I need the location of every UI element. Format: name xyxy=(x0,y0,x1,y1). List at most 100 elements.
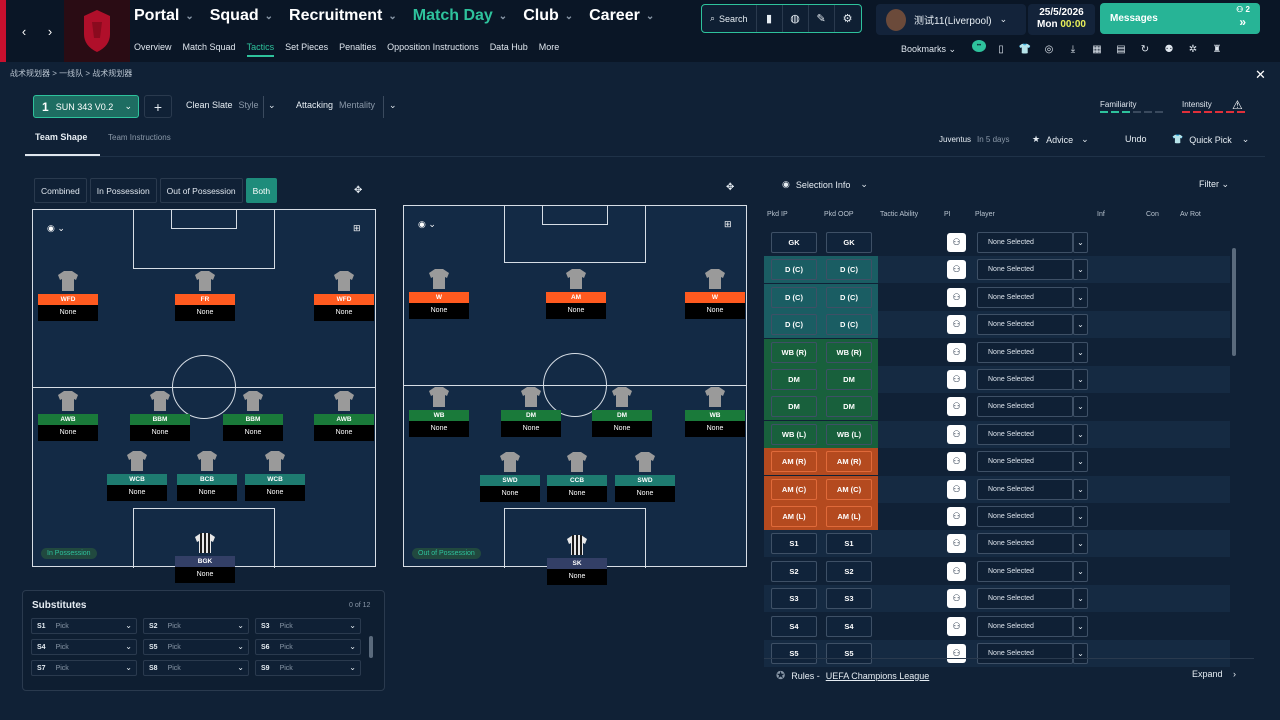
tab-team-instructions[interactable]: Team Instructions xyxy=(108,133,171,142)
player-select[interactable]: None Selected xyxy=(977,615,1073,637)
chevron-down-icon[interactable]: ⌄ xyxy=(1073,232,1088,253)
picked-ip-role[interactable]: GK xyxy=(771,232,817,253)
picked-ip-role[interactable]: WB (L) xyxy=(771,423,817,445)
shirt-icon[interactable]: 👕 xyxy=(1018,43,1032,55)
player-slot[interactable]: DM None xyxy=(501,386,561,444)
picked-oop-role[interactable]: DM xyxy=(826,396,872,418)
breadcrumb-item[interactable]: 战术规划器 xyxy=(10,69,50,78)
player-slot[interactable]: WCB None xyxy=(245,450,305,508)
trophy-icon[interactable]: ♜ xyxy=(1212,43,1222,55)
picked-oop-role[interactable]: D (C) xyxy=(826,259,872,281)
next-opponent[interactable]: Juventus In 5 days xyxy=(939,135,1010,144)
chevron-down-icon[interactable]: ⌄ xyxy=(1073,423,1088,445)
player-slot[interactable]: WB None xyxy=(685,386,745,444)
picked-ip-role[interactable]: AM (L) xyxy=(771,506,817,527)
picked-ip-role[interactable]: S2 xyxy=(771,560,817,582)
quick-pick-button[interactable]: 👕 Quick Pick ⌄ xyxy=(1172,134,1249,145)
subnav-data-hub[interactable]: Data Hub xyxy=(489,42,528,52)
gear-icon[interactable]: ⚙ xyxy=(842,13,853,25)
breadcrumb-item[interactable]: 一线队 xyxy=(59,69,84,78)
add-tactic-button[interactable]: + xyxy=(144,95,172,118)
undo-button[interactable]: Undo xyxy=(1125,134,1147,144)
column-header-inf[interactable]: Inf xyxy=(1097,211,1105,218)
picked-ip-role[interactable]: D (C) xyxy=(771,286,817,308)
globe-icon[interactable]: ◍ xyxy=(783,5,809,32)
player-slot[interactable]: BBM None xyxy=(223,390,283,448)
player-select[interactable]: None Selected xyxy=(977,341,1073,363)
picked-oop-role[interactable]: S4 xyxy=(826,615,872,637)
player-slot[interactable]: W None xyxy=(685,268,745,326)
picked-oop-role[interactable]: DM xyxy=(826,369,872,390)
picked-oop-role[interactable]: S1 xyxy=(826,533,872,555)
chevron-down-icon[interactable]: ⌄ xyxy=(1073,533,1088,555)
player-slot[interactable]: BCB None xyxy=(177,450,237,508)
filter-button[interactable]: Filter ⌄ xyxy=(1199,179,1229,190)
chevron-down-icon[interactable]: ⌄ xyxy=(1073,369,1088,390)
player-instructions-button[interactable]: ⚇ xyxy=(947,616,966,636)
substitute-slot[interactable]: S1 Pick ⌄ xyxy=(31,618,137,634)
search-button[interactable]: ⌕ Search xyxy=(702,5,757,32)
picked-ip-role[interactable]: AM (C) xyxy=(771,478,817,500)
column-header-tactic-ability[interactable]: Tactic Ability xyxy=(880,211,919,218)
player-slot[interactable]: BBM None xyxy=(130,390,190,448)
subnav-opposition-instructions[interactable]: Opposition Instructions xyxy=(387,42,479,52)
bookmarks-dropdown[interactable]: Bookmarks ⌄ xyxy=(901,44,956,55)
chevron-down-icon[interactable]: ⌄ xyxy=(1073,506,1088,527)
familiarity-label[interactable]: Familiarity xyxy=(1100,100,1137,109)
selection-info-dropdown[interactable]: ◉ Selection Info ⌄ xyxy=(782,179,868,190)
subnav-tactics[interactable]: Tactics xyxy=(246,42,275,57)
grid-icon[interactable]: ⊞ xyxy=(724,219,732,229)
substitute-slot[interactable]: S8 Pick ⌄ xyxy=(143,660,249,676)
player-slot[interactable]: AWB None xyxy=(38,390,98,448)
player-select[interactable]: None Selected xyxy=(977,533,1073,555)
picked-ip-role[interactable]: D (C) xyxy=(771,259,817,281)
substitute-slot[interactable]: S6 Pick ⌄ xyxy=(255,639,361,655)
column-header-pkd-ip[interactable]: Pkd IP xyxy=(767,211,788,218)
player-instructions-button[interactable]: ⚇ xyxy=(947,534,966,554)
player-select[interactable]: None Selected xyxy=(977,232,1073,253)
back-arrow-icon[interactable]: ‹ xyxy=(21,23,27,39)
player-slot[interactable]: BGK None xyxy=(175,532,235,590)
advice-button[interactable]: ★ Advice ⌄ xyxy=(1032,134,1089,145)
player-slot[interactable]: WCB None xyxy=(107,450,167,508)
player-instructions-button[interactable]: ⚇ xyxy=(947,589,966,609)
chevron-down-icon[interactable]: ⌄ xyxy=(389,100,397,110)
picked-ip-role[interactable]: DM xyxy=(771,369,817,390)
player-instructions-button[interactable]: ⚇ xyxy=(947,561,966,581)
picked-oop-role[interactable]: WB (L) xyxy=(826,423,872,445)
nav-item-match-day[interactable]: Match Day ⌄ xyxy=(413,7,507,25)
settings-cog-icon[interactable]: ✲ xyxy=(1188,43,1198,55)
player-instructions-button[interactable]: ⚇ xyxy=(947,479,966,499)
nav-item-club[interactable]: Club ⌄ xyxy=(523,7,573,25)
nav-item-recruitment[interactable]: Recruitment ⌄ xyxy=(289,7,397,25)
column-header-con[interactable]: Con xyxy=(1146,211,1159,218)
player-instructions-button[interactable]: ⚇ xyxy=(947,397,966,417)
nav-item-portal[interactable]: Portal ⌄ xyxy=(134,7,194,25)
eye-icon[interactable]: ◉ ⌄ xyxy=(418,219,436,229)
date-time-box[interactable]: 25/5/2026 Mon 00:00 xyxy=(1028,4,1095,35)
player-select[interactable]: None Selected xyxy=(977,560,1073,582)
player-slot[interactable]: CCB None xyxy=(547,451,607,509)
report-icon[interactable]: ▤ xyxy=(1116,43,1126,55)
picked-oop-role[interactable]: S2 xyxy=(826,560,872,582)
warning-icon[interactable]: ⚠ xyxy=(1232,98,1243,112)
player-select[interactable]: None Selected xyxy=(977,588,1073,610)
manager-profile[interactable]: 测试11(Liverpool) ⌄ xyxy=(876,4,1026,35)
calendar-icon[interactable]: ▦ xyxy=(1092,43,1102,55)
scrollbar[interactable] xyxy=(1232,248,1236,356)
tab-team-shape[interactable]: Team Shape xyxy=(35,132,88,142)
scrollbar[interactable] xyxy=(369,636,373,658)
forward-arrow-icon[interactable]: › xyxy=(47,23,53,39)
picked-oop-role[interactable]: AM (L) xyxy=(826,506,872,527)
player-slot[interactable]: SK None xyxy=(547,534,607,592)
picked-oop-role[interactable]: AM (C) xyxy=(826,478,872,500)
chevron-down-icon[interactable]: ⌄ xyxy=(268,100,276,110)
player-select[interactable]: None Selected xyxy=(977,314,1073,336)
grid-icon[interactable]: ⊞ xyxy=(353,223,361,233)
player-instructions-button[interactable]: ⚇ xyxy=(947,287,966,307)
picked-oop-role[interactable]: D (C) xyxy=(826,286,872,308)
subnav-match-squad[interactable]: Match Squad xyxy=(182,42,236,52)
view-toggle-out-of-possession[interactable]: Out of Possession xyxy=(159,178,243,203)
rules-info[interactable]: ✪ Rules - UEFA Champions League xyxy=(776,669,929,682)
player-instructions-button[interactable]: ⚇ xyxy=(947,507,966,526)
